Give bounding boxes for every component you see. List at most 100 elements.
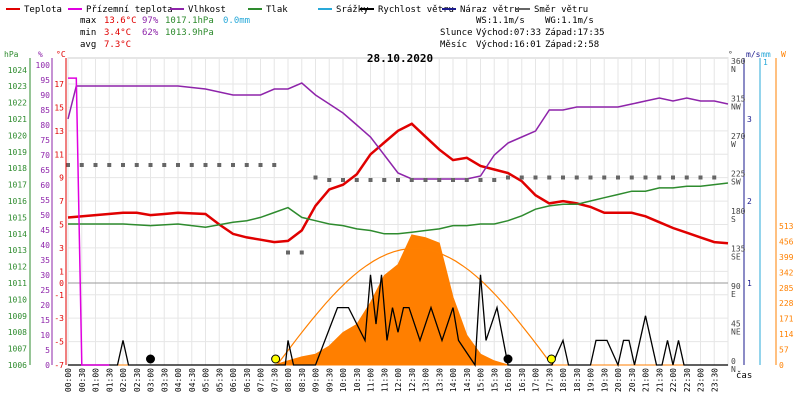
wind-speed-line (68, 274, 728, 368)
legend-item: Tlak (248, 5, 288, 15)
pressure-tick-label: 1010 (8, 295, 27, 304)
stats-avg-temp: 7.3°C (104, 40, 131, 50)
solar-tick-label: 228 (779, 299, 794, 308)
stats-min-hum: 62% (142, 28, 159, 38)
humidity-tick-label: 15 (40, 316, 50, 325)
humidity-tick-label: 0 (45, 361, 50, 370)
stats-max-hum: 97% (142, 16, 159, 26)
wind-direction-point (368, 178, 373, 182)
wind-direction-point (231, 163, 235, 167)
info-sun-set: Západ:17:35 (545, 28, 605, 38)
wind-direction-point (478, 178, 483, 182)
sunrise-marker (271, 354, 281, 364)
info-block: WS:1.1m/s WG:1.1m/s Slunce Východ:07:33 … (440, 16, 605, 50)
wind-direction-point (258, 163, 263, 167)
direction-tick-label: 135 (731, 245, 746, 254)
wind-direction-point (299, 250, 304, 255)
unit-dir: ° (728, 50, 733, 59)
temperature-tick-label: 7 (59, 197, 64, 206)
direction-tick-label: N (731, 65, 736, 74)
temperature-tick-label: 3 (59, 244, 64, 253)
stats-max-label: max (80, 16, 97, 26)
x-tick-label: 06:30 (243, 368, 252, 392)
wind-direction-point (519, 175, 524, 180)
moonrise-marker (503, 354, 513, 364)
humidity-tick-label: 80 (40, 121, 50, 130)
stats-min-press: 1013.9hPa (165, 28, 214, 38)
unit-headers: hPa % °C ° m/s mm W (4, 50, 786, 59)
info-moon-set: Západ:2:58 (545, 40, 599, 50)
pressure-tick-label: 1013 (8, 246, 27, 255)
wind-direction-point (217, 163, 222, 167)
pressure-tick-label: 1006 (8, 361, 27, 370)
x-tick-label: 11:30 (380, 368, 389, 392)
solar-tick-label: 171 (779, 315, 794, 324)
x-tick-label: 16:00 (504, 368, 513, 392)
x-tick-label: 11:00 (367, 368, 376, 392)
wind-direction-point (354, 178, 359, 182)
x-tick-label: 18:00 (559, 368, 568, 392)
x-tick-label: 13:30 (435, 368, 444, 392)
legend-item: Teplota (6, 5, 62, 15)
x-tick-label: 15:30 (490, 368, 499, 392)
direction-tick-label: 0 (731, 357, 736, 366)
humidity-tick-label: 75 (40, 136, 50, 145)
legend-item: Náraz větru (442, 5, 520, 15)
wind-direction-point (437, 178, 442, 182)
wind-direction-point (561, 175, 565, 180)
legend-label: Srážky (336, 5, 369, 15)
temperature-tick-label: -7 (54, 361, 64, 370)
x-tick-label: 04:00 (174, 368, 183, 392)
wind-direction-point (547, 175, 552, 180)
x-tick-label: 04:30 (188, 368, 197, 392)
humidity-tick-label: 35 (40, 256, 50, 265)
solar-tick-label: 399 (779, 253, 794, 262)
humidity-tick-label: 70 (40, 151, 50, 160)
temperature-tick-label: 0 (59, 279, 64, 288)
direction-tick-label: SE (731, 253, 741, 262)
wind-direction-point (409, 178, 414, 182)
wind-direction-point (643, 175, 648, 180)
wind-direction-point (464, 178, 469, 182)
wind-direction-point (107, 163, 112, 167)
humidity-tick-label: 90 (40, 91, 50, 100)
wind-direction-point (66, 163, 70, 167)
x-tick-label: 15:00 (477, 368, 486, 392)
humidity-tick-label: 10 (40, 331, 50, 340)
unit-press: hPa (4, 50, 19, 59)
legend-label: Rychlost větru (378, 5, 454, 15)
stats-max-rain: 0.0mm (223, 16, 250, 26)
temperature-tick-label: 1 (59, 267, 64, 276)
temperature-tick-label: -1 (54, 291, 64, 300)
wind-direction-point (93, 163, 98, 167)
temperature-tick-label: 13 (54, 127, 64, 136)
solar-area (68, 234, 728, 366)
pressure-tick-label: 1016 (8, 197, 27, 206)
direction-tick-label: NW (731, 103, 741, 112)
x-tick-label: 05:30 (215, 368, 224, 392)
stats-max-temp: 13.6°C (104, 16, 137, 26)
temperature-tick-label: 9 (59, 174, 64, 183)
wind-direction-point (341, 178, 345, 182)
humidity-tick-label: 40 (40, 241, 50, 250)
direction-tick-label: E (731, 290, 736, 299)
x-tick-label: 23:30 (710, 368, 719, 392)
humidity-tick-label: 100 (36, 61, 51, 70)
pressure-tick-label: 1012 (8, 263, 27, 272)
info-wg: WG:1.1m/s (545, 16, 594, 26)
temperature-line (67, 122, 729, 245)
humidity-line (67, 82, 729, 180)
wind-direction-point (176, 163, 180, 167)
wind-direction-point (492, 178, 497, 182)
humidity-tick-label: 45 (40, 226, 50, 235)
legend-label: Tlak (266, 5, 288, 15)
x-tick-label: 19:30 (600, 368, 609, 392)
wind-direction-point (121, 163, 125, 167)
direction-tick-label: 90 (731, 282, 741, 291)
unit-temp: °C (56, 50, 66, 59)
humidity-tick-label: 5 (45, 346, 50, 355)
wind-direction-point (684, 175, 689, 180)
x-tick-label: 10:00 (339, 368, 348, 392)
stats-max-press: 1017.1hPa (165, 16, 214, 26)
